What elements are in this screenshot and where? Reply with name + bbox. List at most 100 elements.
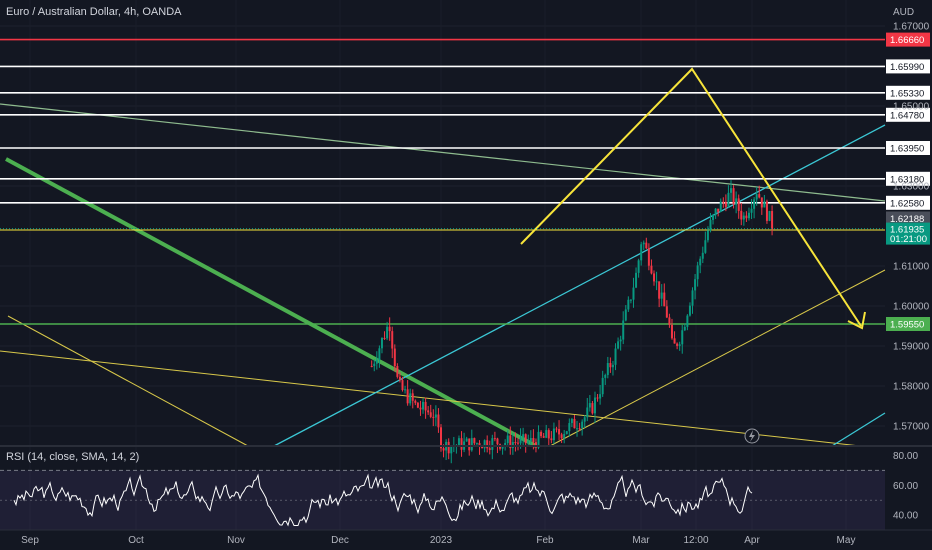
trendline-yellow-flat[interactable] <box>0 350 861 447</box>
candle-body <box>714 208 717 215</box>
candle-body <box>488 448 491 450</box>
candle-body <box>629 299 632 301</box>
candle-body <box>540 431 543 437</box>
rsi-tick-label: 60.00 <box>893 481 918 492</box>
trendline-green-thick[interactable] <box>5 157 537 448</box>
level-label: 1.59550 <box>890 320 924 331</box>
candle-body <box>388 326 391 332</box>
candle-body <box>647 248 650 266</box>
candle-body <box>719 201 722 212</box>
prev-close-label-bg <box>886 211 930 226</box>
candle-body <box>740 210 743 220</box>
candle-body <box>627 299 630 310</box>
trendline-cyan-channel[interactable] <box>273 124 886 447</box>
price-axis: 1.67000 1.65000 1.63000 1.61000 1.60000 1.590… <box>893 22 930 433</box>
candle-body <box>635 272 638 288</box>
candle-body <box>470 438 473 451</box>
candle-body <box>609 363 612 368</box>
level-label-bg <box>886 141 930 155</box>
candle-body <box>732 188 735 205</box>
candle-body <box>560 434 563 439</box>
candle-body <box>558 429 561 435</box>
candle-body <box>437 414 440 428</box>
candle-body <box>596 397 599 399</box>
horizontal-levels[interactable]: 1.66660 1.65990 1.65330 1.64780 1.63950 1.631… <box>0 32 930 331</box>
candle-body <box>493 438 496 440</box>
candle-body <box>617 341 620 349</box>
candle-body <box>460 438 463 450</box>
candle-body <box>637 260 640 273</box>
countdown-label: 01:21:00 <box>890 234 927 245</box>
candle-body <box>491 438 494 450</box>
candle-body <box>735 198 738 205</box>
level-label-bg <box>886 317 930 331</box>
level-label: 1.62580 <box>890 198 924 209</box>
candle-body <box>375 359 378 364</box>
candle-body <box>653 273 656 282</box>
candle-body <box>383 337 386 339</box>
level-label-bg <box>886 59 930 74</box>
candle-body <box>676 343 679 346</box>
candle-body <box>611 364 614 368</box>
candle-body <box>550 438 553 441</box>
x-tick-label: May <box>837 535 856 546</box>
x-tick-label: Sep <box>21 535 39 546</box>
candle-body <box>588 403 591 408</box>
trendline-yellow-rising[interactable] <box>549 269 886 447</box>
candle-body <box>593 397 596 414</box>
candle-body <box>519 437 522 444</box>
candle-body <box>586 407 589 418</box>
x-tick-label: 2023 <box>430 535 453 546</box>
candle-body <box>409 393 412 404</box>
candle-body <box>424 401 427 411</box>
candle-body <box>763 201 766 208</box>
candle-body <box>645 242 648 249</box>
candle-body <box>524 434 527 443</box>
chart-title: Euro / Australian Dollar, 4h, OANDA <box>6 6 182 18</box>
candle-body <box>414 400 417 403</box>
x-tick-label: Dec <box>331 535 349 546</box>
candle-body <box>486 440 489 449</box>
candle-body <box>386 326 389 339</box>
pattern-arrow[interactable] <box>520 67 866 330</box>
level-label-bg <box>886 195 930 210</box>
candle-body <box>624 309 627 321</box>
candle-body <box>658 281 661 299</box>
candle-body <box>706 230 709 241</box>
trend-lines[interactable] <box>0 103 886 448</box>
candle-body <box>619 339 622 342</box>
candle-body <box>750 208 753 213</box>
rsi-line <box>13 473 753 527</box>
x-tick-label: Oct <box>128 535 144 546</box>
trendline-green-long[interactable] <box>0 103 886 202</box>
candle-body <box>427 410 430 413</box>
trendline-cyan-lower[interactable] <box>831 412 886 447</box>
level-label: 1.64780 <box>890 110 924 121</box>
candle-body <box>555 428 558 430</box>
alert-icon-wrap[interactable] <box>744 428 760 444</box>
candle-body <box>447 441 450 454</box>
candle-body <box>591 403 594 414</box>
candle-body <box>694 279 697 291</box>
rsi-pane[interactable]: RSI (14, close, SMA, 14, 2) 80.00 60.00 40.… <box>0 451 918 531</box>
candle-body <box>534 442 537 448</box>
candle-body <box>439 427 442 449</box>
candle-body <box>745 215 748 219</box>
candle-body <box>552 428 555 441</box>
trendline-yellow-steep[interactable] <box>7 315 249 447</box>
candle-body <box>565 431 568 434</box>
yellow-pattern-path[interactable] <box>520 67 862 327</box>
candle-body <box>568 423 571 432</box>
candle-body <box>406 389 409 404</box>
rsi-band <box>0 470 885 530</box>
candle-body <box>755 194 758 200</box>
prev-close-label: 1.62188 <box>890 214 924 225</box>
candle-body <box>601 377 604 395</box>
candle-body <box>432 416 435 418</box>
candle-body <box>581 421 584 429</box>
candle-body <box>380 337 383 349</box>
candle-body <box>537 431 540 448</box>
candle-body <box>599 394 602 399</box>
